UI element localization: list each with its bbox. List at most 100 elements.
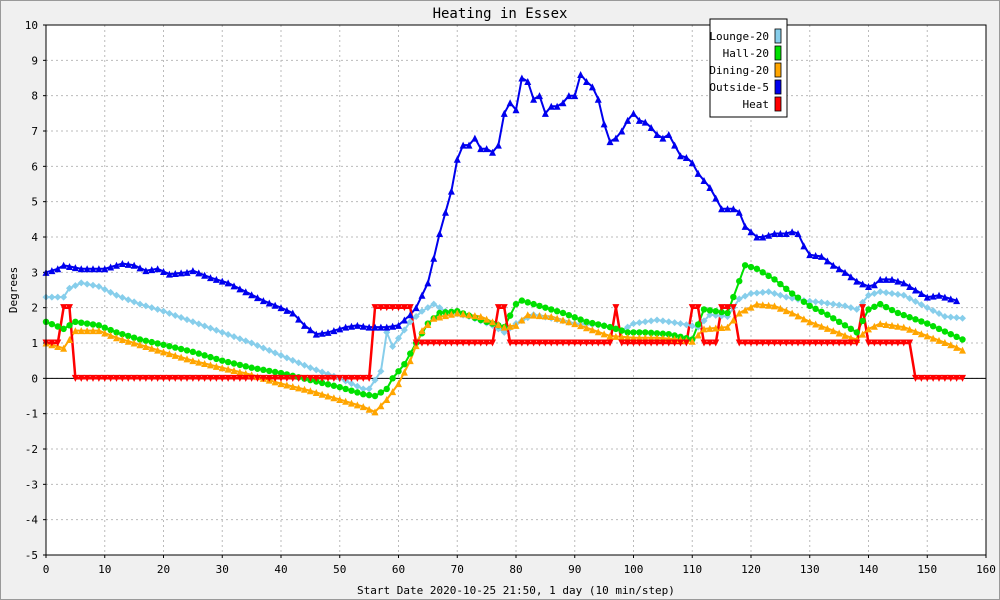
data-point-heat (371, 304, 379, 312)
data-point-outside-5 (395, 321, 402, 329)
data-point-hall-20 (101, 324, 108, 331)
data-point-outside-5 (741, 222, 749, 230)
data-point-lounge-20 (306, 364, 314, 372)
data-point-hall-20 (271, 368, 279, 376)
data-point-lounge-20 (406, 318, 414, 326)
data-point-dining-20 (165, 350, 173, 358)
data-point-dining-20 (694, 331, 702, 339)
data-point-outside-5 (812, 252, 820, 260)
data-point-hall-20 (548, 306, 555, 313)
data-point-dining-20 (923, 332, 931, 340)
data-point-heat (265, 374, 273, 382)
data-point-hall-20 (924, 320, 931, 327)
data-point-outside-5 (635, 116, 643, 124)
data-point-dining-20 (171, 351, 179, 359)
y-tick-label: 1 (31, 337, 38, 350)
data-point-dining-20 (941, 339, 949, 347)
data-point-outside-5 (524, 78, 532, 86)
data-point-dining-20 (841, 331, 849, 339)
data-point-heat (935, 374, 943, 382)
data-point-heat (912, 374, 919, 382)
data-point-dining-20 (283, 381, 291, 389)
data-point-hall-20 (348, 387, 355, 394)
data-point-hall-20 (865, 306, 872, 313)
data-point-dining-20 (107, 331, 115, 339)
data-point-hall-20 (512, 300, 520, 308)
data-point-heat (865, 339, 872, 347)
data-point-heat (500, 304, 508, 312)
data-point-dining-20 (788, 309, 796, 317)
data-point-lounge-20 (771, 290, 778, 298)
data-point-heat (524, 339, 532, 347)
data-point-outside-5 (165, 270, 173, 278)
data-point-dining-20 (377, 402, 385, 410)
data-point-dining-20 (295, 384, 303, 392)
data-point-heat (113, 374, 120, 382)
data-point-hall-20 (636, 329, 643, 336)
data-point-dining-20 (66, 335, 73, 343)
data-point-hall-20 (148, 338, 155, 346)
data-point-heat (71, 374, 79, 382)
data-point-hall-20 (953, 333, 960, 341)
data-point-heat (259, 374, 267, 382)
data-point-dining-20 (447, 310, 455, 318)
data-point-dining-20 (747, 303, 755, 311)
x-tick-label: 50 (333, 563, 346, 576)
data-point-outside-5 (406, 311, 414, 319)
data-point-lounge-20 (900, 291, 908, 299)
data-point-outside-5 (348, 322, 355, 330)
series-markers (42, 70, 966, 416)
data-point-outside-5 (142, 267, 150, 275)
data-point-outside-5 (418, 291, 426, 299)
data-point-dining-20 (442, 312, 449, 320)
data-point-lounge-20 (671, 319, 679, 327)
data-point-lounge-20 (60, 293, 68, 301)
data-point-dining-20 (700, 325, 708, 333)
data-point-outside-5 (160, 267, 167, 275)
x-tick-label: 90 (568, 563, 581, 576)
data-point-hall-20 (395, 368, 402, 375)
data-point-outside-5 (765, 231, 773, 239)
data-point-hall-20 (260, 366, 267, 374)
data-point-outside-5 (301, 321, 308, 329)
data-point-heat (77, 374, 85, 382)
data-point-outside-5 (665, 131, 673, 139)
data-point-heat (418, 339, 426, 347)
data-point-hall-20 (407, 350, 414, 357)
data-point-heat (230, 374, 238, 382)
data-point-hall-20 (706, 307, 714, 314)
data-point-dining-20 (406, 357, 414, 365)
data-point-dining-20 (794, 312, 802, 320)
data-point-heat (365, 374, 373, 382)
data-point-outside-5 (107, 263, 115, 271)
data-point-outside-5 (224, 279, 232, 287)
data-point-lounge-20 (647, 317, 655, 325)
data-point-heat (242, 374, 250, 382)
data-point-dining-20 (189, 357, 197, 365)
data-point-outside-5 (771, 229, 778, 237)
data-point-heat (794, 339, 802, 347)
data-point-hall-20 (712, 308, 719, 315)
data-point-lounge-20 (700, 317, 708, 325)
data-point-lounge-20 (835, 301, 843, 309)
data-point-heat (218, 374, 226, 382)
data-point-dining-20 (95, 327, 103, 335)
data-point-outside-5 (424, 279, 432, 287)
data-point-dining-20 (424, 320, 432, 328)
data-point-lounge-20 (635, 319, 643, 327)
data-point-hall-20 (330, 382, 338, 389)
data-point-hall-20 (207, 353, 214, 361)
data-point-dining-20 (318, 390, 326, 398)
data-point-heat (359, 374, 367, 382)
data-point-lounge-20 (171, 311, 179, 319)
data-point-outside-5 (436, 229, 444, 237)
data-point-lounge-20 (894, 290, 902, 298)
data-point-hall-20 (154, 340, 161, 347)
data-point-heat (301, 374, 308, 382)
data-point-dining-20 (389, 388, 397, 396)
data-point-dining-20 (365, 405, 373, 413)
series-points-outside-5 (42, 70, 961, 338)
data-point-lounge-20 (160, 307, 167, 315)
data-point-hall-20 (195, 350, 202, 357)
data-point-outside-5 (113, 261, 120, 269)
